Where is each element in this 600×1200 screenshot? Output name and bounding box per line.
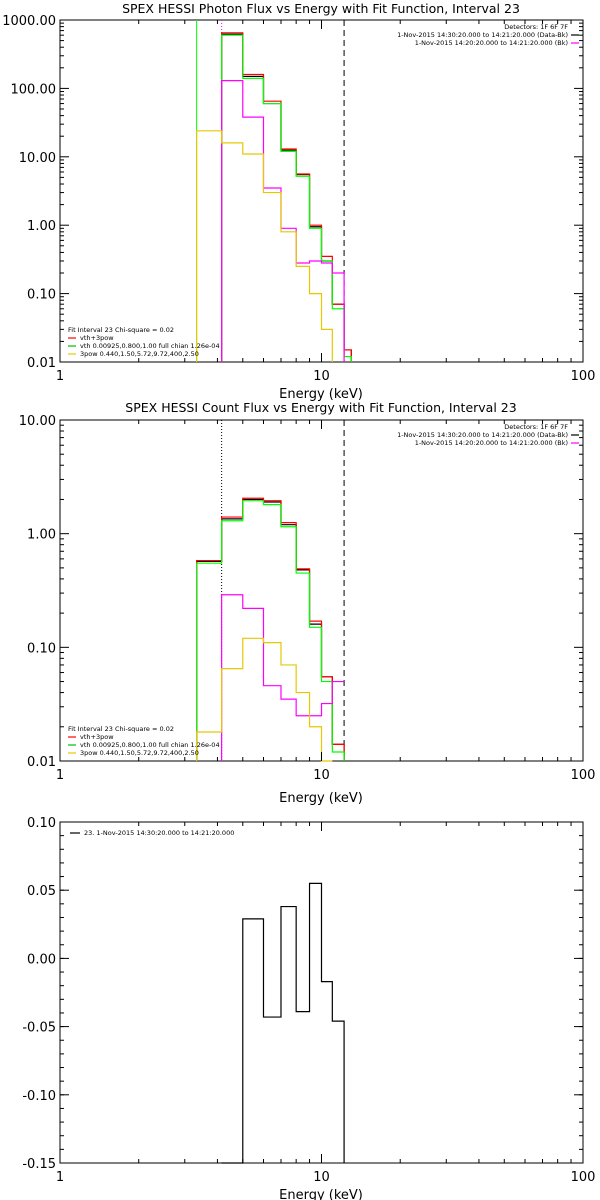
photon-axis-ticks: 1 10 100 0.01 0.10 1.00 10.00 100.00 1000.00 [2,14,595,384]
photon-series-group [196,32,352,362]
photon-y-tick-label-5: 1000.00 [2,14,56,29]
count-chart-title: SPEX HESSI Count Flux vs Energy with Fit… [125,400,516,415]
count-y-tick-label-3: 10.00 [19,414,56,429]
photon-flux-panel: SPEX HESSI Photon Flux vs Energy with Fi… [2,1,595,402]
count-legend-bl-text-2: vth 0.00925,0.800,1.00 full chian 1.26e-… [80,741,220,749]
count-series-3-line [221,594,345,761]
photon-legend-tr-text-0: Detectors: 1F 6F 7F [504,23,568,31]
photon-y-tick-label-2: 1.00 [27,219,56,234]
count-y-tick-label-2: 1.00 [27,528,56,543]
count-reference-lines [221,420,345,761]
count-y-tick-label-1: 0.10 [27,641,56,656]
photon-series-4-line [196,130,333,362]
count-series-1-line [196,497,345,761]
residual-x-tick-label-1: 10 [313,1170,330,1185]
photon-legend-bl-text-0: Fit Interval 23 Chi-square = 0.02 [68,326,174,334]
photon-legend-bottom-left: Fit Interval 23 Chi-square = 0.02vth+3po… [68,326,220,358]
count-legend-top-right: Detectors: 1F 6F 7F1-Nov-2015 14:30:20.0… [397,423,579,447]
residual-series-group [221,882,345,1164]
residual-y-tick-label-2: -0.05 [22,1021,56,1036]
residual-x-tick-label-2: 100 [571,1170,596,1185]
count-legend-tr-text-0: Detectors: 1F 6F 7F [504,423,568,431]
count-series-4-line [196,637,333,762]
residual-legend-tl-text-0: 23. 1-Nov-2015 14:30:20.000 to 14:21:20.… [84,829,234,837]
residual-panel: 1 10 100 -0.15 -0.10 -0.05 0.00 0.05 0.10 Energy… [22,816,595,1200]
residual-y-tick-label-1: -0.10 [22,1089,56,1104]
photon-x-tick-label-0: 1 [56,369,64,384]
photon-y-tick-label-3: 10.00 [19,151,56,166]
photon-x-tick-label-2: 100 [571,369,596,384]
photon-series-2-line [221,34,352,362]
count-flux-panel: SPEX HESSI Count Flux vs Energy with Fit… [19,400,596,806]
photon-legend-bl-text-3: 3pow 0.440,1.50,5.72,9.72,400,2.50 [80,350,199,358]
residual-legend-top-left: 23. 1-Nov-2015 14:30:20.000 to 14:21:20.… [70,829,234,837]
residual-axis-ticks: 1 10 100 -0.15 -0.10 -0.05 0.00 0.05 0.10 [22,816,595,1185]
photon-series-1-line [221,32,352,362]
photon-chart-title: SPEX HESSI Photon Flux vs Energy with Fi… [122,1,520,16]
residual-x-tick-label-0: 1 [56,1170,64,1185]
count-series-2-line [196,500,345,761]
photon-y-tick-label-0: 0.01 [27,356,56,371]
count-legend-bottom-left: Fit Interval 23 Chi-square = 0.02vth+3po… [68,725,220,757]
count-legend-tr-text-2: 1-Nov-2015 14:20:20.000 to 14:21:20.000 … [415,439,568,447]
photon-legend-tr-text-2: 1-Nov-2015 14:20:20.000 to 14:21:20.000 … [415,39,568,47]
count-series-group [196,497,345,762]
residual-series-0-line [221,882,345,1164]
photon-legend-top-right: Detectors: 1F 6F 7F1-Nov-2015 14:30:20.0… [397,23,579,47]
count-legend-tr-text-1: 1-Nov-2015 14:30:20.000 to 14:21:20.000 … [397,431,568,439]
photon-legend-bl-text-1: vth+3pow [80,334,114,342]
count-x-tick-label-1: 10 [313,768,330,783]
count-legend-bl-text-0: Fit Interval 23 Chi-square = 0.02 [68,725,174,733]
residual-y-tick-label-4: 0.05 [27,884,56,899]
residual-y-tick-label-3: 0.00 [27,952,56,967]
photon-legend-tr-text-1: 1-Nov-2015 14:30:20.000 to 14:21:20.000 … [397,31,568,39]
count-axis-ticks: 1 10 100 0.01 0.10 1.00 10.00 [19,414,596,783]
count-x-tick-label-2: 100 [571,768,596,783]
photon-x-tick-label-1: 10 [313,369,330,384]
count-legend-bl-text-1: vth+3pow [80,733,114,741]
residual-y-tick-label-5: 0.10 [27,816,56,831]
photon-y-tick-label-1: 0.10 [27,288,56,303]
residual-x-axis-label: Energy (keV) [279,1188,363,1200]
photon-legend-bl-text-2: vth 0.00925,0.800,1.00 full chian 1.26e-… [80,342,220,350]
count-x-axis-label: Energy (keV) [279,791,363,806]
count-y-tick-label-0: 0.01 [27,755,56,770]
photon-y-tick-label-4: 100.00 [11,82,57,97]
count-x-tick-label-0: 1 [56,768,64,783]
count-legend-bl-text-3: 3pow 0.440,1.50,5.72,9.72,400,2.50 [80,749,199,757]
photon-x-axis-label: Energy (keV) [279,387,363,402]
residual-y-tick-label-0: -0.15 [22,1157,56,1172]
